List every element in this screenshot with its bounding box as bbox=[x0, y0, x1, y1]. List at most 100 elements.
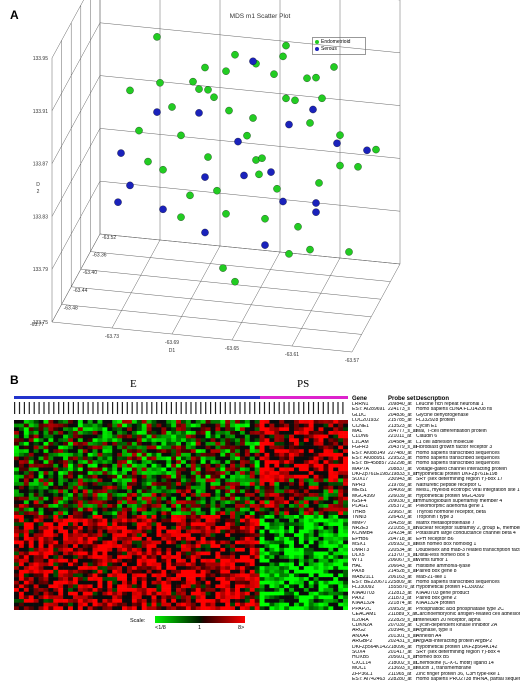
heatmap-cell bbox=[176, 533, 182, 538]
heatmap-cell bbox=[146, 449, 152, 454]
heatmap-cell bbox=[58, 489, 64, 494]
heatmap-cell bbox=[230, 438, 236, 443]
heatmap-cell bbox=[279, 441, 285, 446]
heatmap-cell bbox=[18, 420, 25, 424]
heatmap-cell bbox=[156, 420, 162, 424]
heatmap-cell bbox=[308, 529, 314, 534]
heatmap-cell bbox=[308, 511, 314, 516]
heatmap-cell bbox=[23, 569, 30, 574]
heatmap-cell bbox=[185, 569, 192, 574]
heatmap-cell bbox=[328, 551, 334, 556]
heatmap-cell bbox=[181, 577, 187, 582]
heatmap-cell bbox=[274, 471, 280, 476]
heatmap-cell bbox=[338, 504, 344, 508]
heatmap-cell bbox=[259, 500, 265, 505]
heatmap-cell bbox=[284, 420, 290, 424]
heatmap-cell bbox=[92, 485, 98, 490]
heatmap-cell bbox=[28, 529, 34, 534]
heatmap-cell bbox=[161, 420, 167, 424]
heatmap-cell bbox=[122, 606, 128, 610]
heatmap-cell bbox=[38, 441, 44, 446]
heatmap-cell bbox=[249, 599, 255, 603]
heatmap-cell bbox=[249, 525, 255, 530]
heatmap-cell bbox=[284, 449, 290, 454]
heatmap-cell bbox=[298, 460, 305, 465]
gene-description: Nuclear receptor subfamily 2, group E, m… bbox=[416, 525, 520, 531]
heatmap-cell bbox=[303, 493, 310, 498]
heatmap-cell bbox=[171, 529, 177, 534]
heatmap-cell bbox=[289, 551, 295, 556]
heatmap-cell bbox=[23, 493, 30, 498]
heatmap-cell bbox=[23, 551, 30, 556]
heatmap-cell bbox=[87, 525, 93, 530]
heatmap-cell bbox=[14, 463, 20, 468]
heatmap-cell bbox=[343, 606, 348, 610]
heatmap-cell bbox=[161, 515, 167, 519]
heatmap-cell bbox=[156, 456, 162, 461]
heatmap-cell bbox=[141, 536, 147, 541]
heatmap-cell bbox=[97, 478, 103, 483]
heatmap-cell bbox=[333, 577, 339, 582]
heatmap-cell bbox=[244, 518, 251, 523]
heatmap-cell bbox=[48, 460, 54, 465]
heatmap-cell bbox=[215, 558, 221, 563]
heatmap-cell bbox=[225, 536, 231, 541]
heatmap-cell bbox=[141, 584, 147, 589]
heatmap-cell bbox=[230, 467, 236, 472]
heatmap-cell bbox=[18, 606, 25, 610]
heatmap-cell bbox=[176, 544, 182, 549]
heatmap-cell bbox=[102, 602, 108, 607]
heatmap-cell bbox=[235, 566, 241, 571]
heatmap-cell bbox=[284, 562, 290, 567]
heatmap-cell bbox=[72, 599, 79, 603]
heatmap-cell bbox=[323, 533, 329, 538]
heatmap-cell bbox=[122, 445, 128, 450]
gene-description: Hypothetical protein FLJ30092 bbox=[416, 585, 484, 591]
heatmap-cell bbox=[185, 507, 192, 512]
heatmap-cell bbox=[53, 430, 59, 435]
heatmap-cell bbox=[18, 569, 25, 574]
corner-tick-label: -63.77 bbox=[30, 322, 44, 328]
probe-set-id: 227480_at bbox=[388, 450, 412, 456]
heatmap-cell bbox=[171, 500, 177, 505]
heatmap-cell bbox=[284, 430, 290, 435]
heatmap-cell bbox=[205, 595, 211, 600]
heatmap-cell bbox=[264, 485, 270, 490]
heatmap-cell bbox=[230, 529, 236, 534]
heatmap-cell bbox=[63, 595, 69, 600]
x-tick-label: -63.69 bbox=[165, 340, 179, 346]
heatmap-cell bbox=[63, 599, 69, 603]
heatmap-cell bbox=[14, 471, 20, 476]
heatmap-cell bbox=[33, 471, 39, 476]
heatmap-cell bbox=[38, 420, 44, 424]
heatmap-cell bbox=[18, 460, 25, 465]
heatmap-cell bbox=[156, 573, 162, 578]
heatmap-cell bbox=[205, 420, 211, 424]
heatmap-cell bbox=[82, 489, 88, 494]
heatmap-cell bbox=[210, 599, 216, 603]
heatmap-cell bbox=[126, 496, 133, 501]
heatmap-cell bbox=[156, 507, 162, 512]
heatmap-cell bbox=[249, 496, 255, 501]
heatmap-cell bbox=[244, 558, 251, 563]
heatmap-cell bbox=[298, 515, 305, 519]
heatmap-cell bbox=[126, 525, 133, 530]
heatmap-cell bbox=[230, 485, 236, 490]
heatmap-cell bbox=[200, 445, 206, 450]
heatmap-cell bbox=[274, 588, 280, 593]
heatmap-cell bbox=[117, 588, 123, 593]
heatmap-cell bbox=[225, 511, 231, 516]
heatmap-cell bbox=[151, 500, 157, 505]
heatmap-cell bbox=[112, 569, 118, 574]
heatmap-cell bbox=[318, 496, 324, 501]
heatmap-cell bbox=[53, 460, 59, 465]
heatmap-cell bbox=[53, 595, 59, 600]
heatmap-cell bbox=[313, 566, 319, 571]
heatmap-cell bbox=[166, 529, 172, 534]
gene-symbol: CDKN2A bbox=[352, 623, 373, 629]
heatmap-cell bbox=[249, 456, 255, 461]
heatmap-cell bbox=[136, 522, 143, 527]
gene-symbol: TNNI3 bbox=[352, 515, 367, 521]
heatmap-cell bbox=[92, 544, 98, 549]
heatmap-cell bbox=[293, 423, 300, 428]
